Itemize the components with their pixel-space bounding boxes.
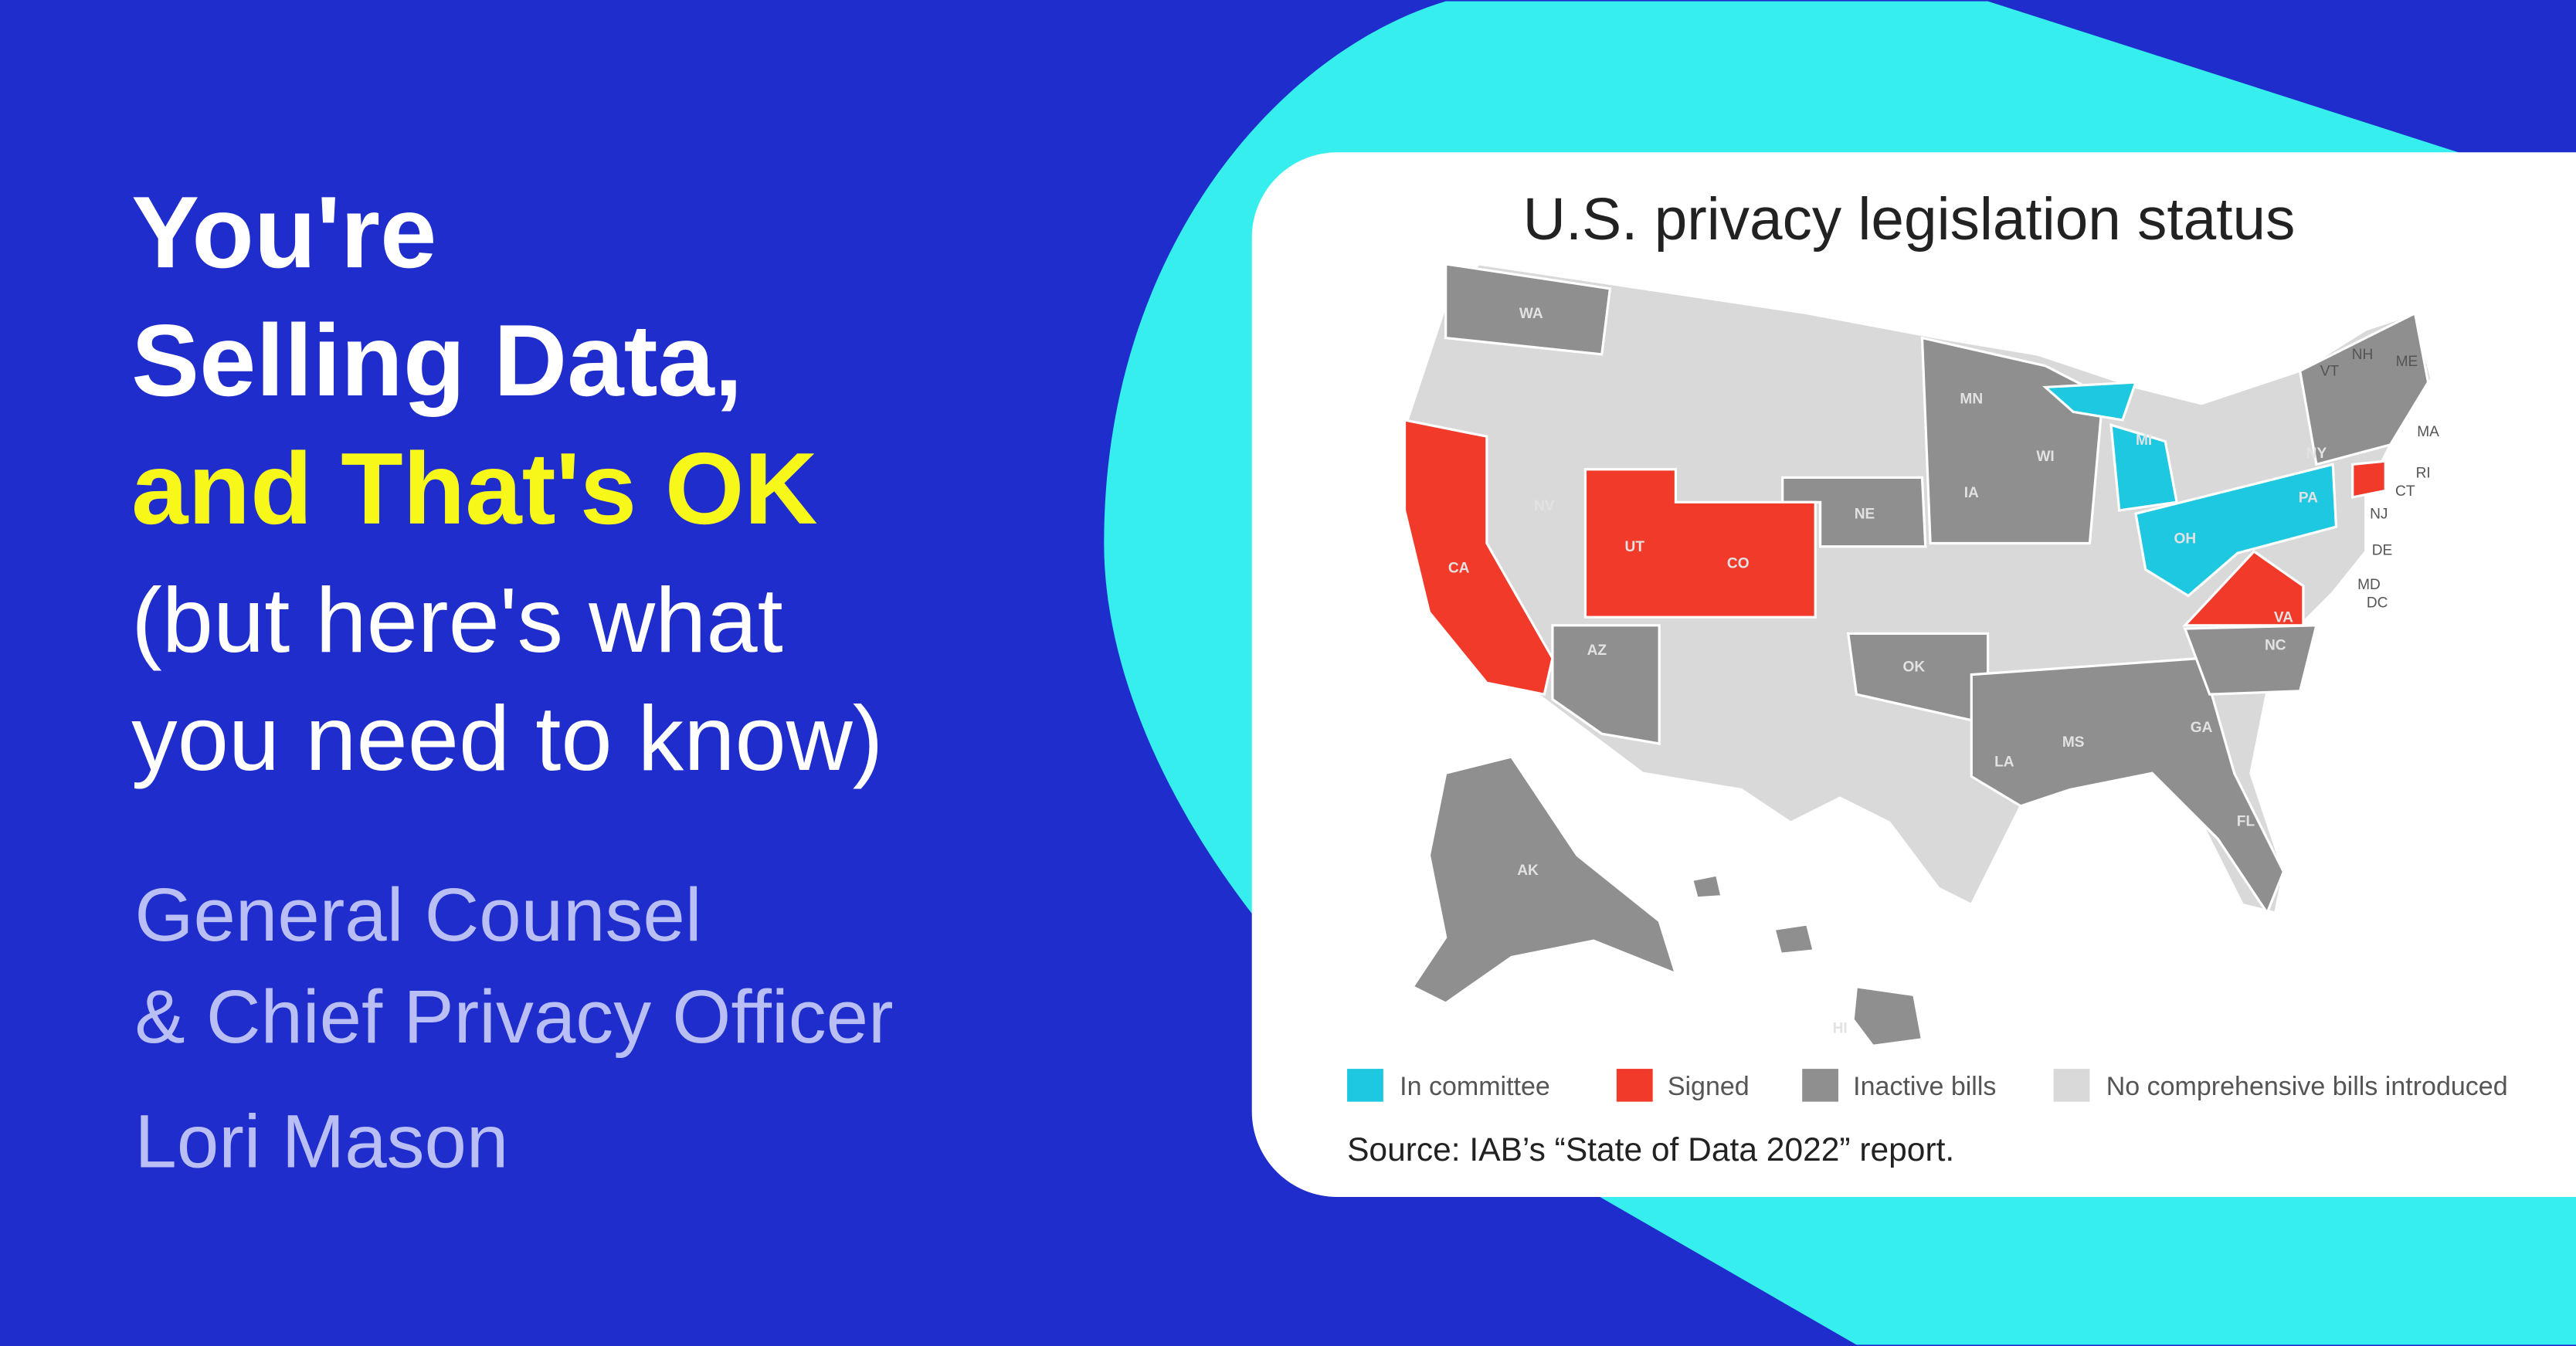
legend-swatch xyxy=(1347,1069,1383,1102)
legend-label: No comprehensive bills introduced xyxy=(2106,1072,2508,1101)
state-label: MN xyxy=(1960,392,1983,408)
speaker-name: Lori Mason xyxy=(134,1099,508,1184)
state-label: AZ xyxy=(1587,642,1607,659)
state-label: PA xyxy=(2299,490,2318,506)
state-signed xyxy=(2182,550,2305,627)
state-label: NY xyxy=(2306,446,2327,462)
state-inactive xyxy=(2183,624,2319,696)
legend-label: Inactive bills xyxy=(1853,1072,1996,1101)
headline-line: (but here's what xyxy=(131,569,783,672)
state-label: NE xyxy=(1855,507,1875,523)
legend-label: Signed xyxy=(1668,1072,1750,1101)
state-label: DC xyxy=(2367,595,2388,611)
state-label: HI xyxy=(1833,1020,1848,1036)
state-inactive xyxy=(1444,263,1612,356)
legend: In committee Signed Inactive bills No co… xyxy=(1347,1069,2508,1102)
state-label: CT xyxy=(2395,483,2415,500)
state-label: VT xyxy=(2320,364,2340,380)
state-label: AK xyxy=(1517,863,1539,879)
state-label: LA xyxy=(1994,754,2014,771)
state-committee xyxy=(2042,381,2138,422)
state-label: MD xyxy=(2357,577,2381,593)
state-label: OK xyxy=(1903,659,1926,675)
hawaii xyxy=(1851,985,1924,1048)
us-map xyxy=(1403,263,2433,1048)
state-signed xyxy=(2351,459,2387,499)
state-inactive xyxy=(1551,624,1661,745)
legend-swatch xyxy=(1616,1069,1653,1102)
map-title: U.S. privacy legislation status xyxy=(1523,187,2296,253)
state-label: OH xyxy=(2174,531,2196,547)
headline-line: you need to know) xyxy=(131,687,883,790)
source-note: Source: IAB’s “State of Data 2022” repor… xyxy=(1347,1131,1954,1168)
headline-line: Selling Data, xyxy=(131,303,742,417)
headline-line: You're xyxy=(131,175,436,289)
state-inactive xyxy=(2298,311,2430,466)
speaker-role: & Chief Privacy Officer xyxy=(134,974,893,1059)
headline: You're Selling Data, and That's OK (but … xyxy=(131,175,883,790)
speaker-role: General Counsel xyxy=(134,872,701,957)
hawaii xyxy=(1690,873,1723,900)
speaker: General Counsel & Chief Privacy Officer … xyxy=(134,872,893,1184)
state-label: WA xyxy=(1519,306,1543,322)
state-label: NC xyxy=(2265,638,2286,654)
state-inactive xyxy=(1970,656,2286,916)
state-label: WI xyxy=(2036,449,2054,465)
state-label: ME xyxy=(2396,354,2418,370)
legend-swatch xyxy=(1802,1069,1839,1102)
hawaii xyxy=(1773,923,1816,955)
state-label: NJ xyxy=(2370,507,2388,523)
legend-label: In committee xyxy=(1400,1072,1550,1101)
state-label: RI xyxy=(2416,465,2431,481)
state-signed xyxy=(1403,419,1554,697)
state-label: MA xyxy=(2417,424,2439,440)
state-label: MS xyxy=(2062,734,2085,751)
state-label: DE xyxy=(2372,542,2393,558)
alaska xyxy=(1410,755,1678,1005)
legend-swatch xyxy=(2053,1069,2090,1102)
state-label: NV xyxy=(1534,498,1555,514)
state-label: CA xyxy=(1448,561,1470,577)
state-label: VA xyxy=(2274,610,2293,626)
state-label: FL xyxy=(2237,813,2255,829)
state-signed xyxy=(1583,468,1817,619)
headline-highlight: and That's OK xyxy=(131,432,818,545)
state-committee xyxy=(2134,463,2338,598)
state-label: NH xyxy=(2352,347,2374,363)
state-label: GA xyxy=(2191,720,2213,736)
state-label: UT xyxy=(1625,539,1645,555)
state-label: IA xyxy=(1964,485,1979,501)
state-label: MI xyxy=(2136,432,2152,449)
state-label: CO xyxy=(1727,555,1750,571)
state-labels: WA NV CA UT CO AZ NE MN WI IA MI OH PA VA NC OK LA MS GA FL… xyxy=(1448,306,2439,1036)
